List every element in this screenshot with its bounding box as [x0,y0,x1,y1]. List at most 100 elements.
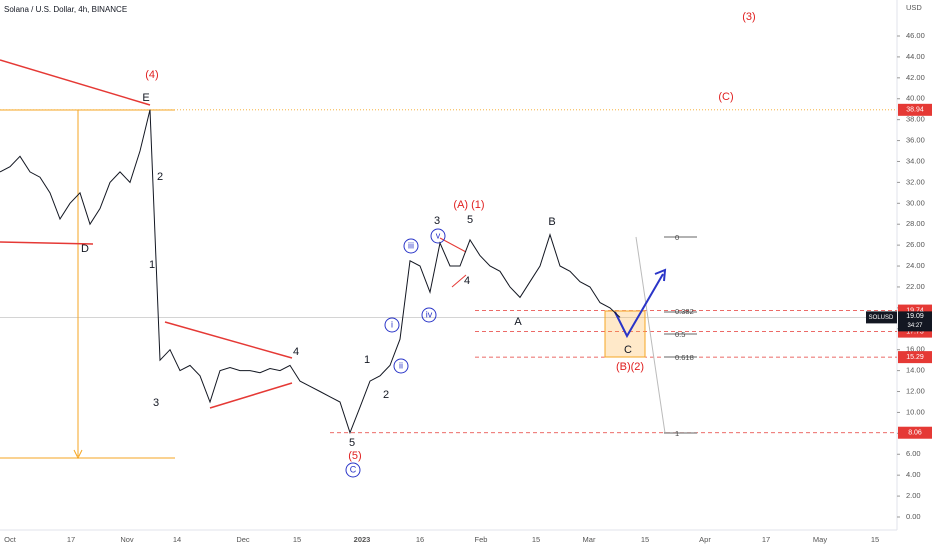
x-tick-label: Feb [475,535,488,544]
wave-label: B [548,216,555,228]
circle [403,238,419,254]
wave-label: 5 [467,214,473,226]
circled-label: C [350,464,357,474]
wave-label: 1 [149,259,155,271]
x-tick-label: 15 [293,535,301,544]
x-tick-label: May [813,535,827,544]
drawings [0,59,697,478]
y-tick-label: 34.00 [906,156,925,165]
wave-label: (5) [348,450,361,462]
y-tick-label: 40.00 [906,94,925,103]
x-tick-label: 15 [641,535,649,544]
wave-label: (4) [145,69,158,81]
x-tick-label: Nov [120,535,134,544]
y-tick-label: 4.00 [906,470,921,479]
price-tag-label: 15.29 [906,354,924,361]
price-tag-label: 8.06 [908,430,922,437]
x-tick-label: 15 [532,535,540,544]
x-tick-label: Mar [583,535,596,544]
fib-label: 0.382 [675,307,694,316]
y-tick-label: 28.00 [906,219,925,228]
trendline [439,237,467,253]
wave-label: 3 [434,215,440,227]
y-tick-label: 10.00 [906,407,925,416]
measure-arrowhead [73,449,83,460]
fib-label: 0.618 [675,353,694,362]
countdown-label: 34:27 [907,323,923,329]
price-tag [898,103,932,116]
x-tick-label: 15 [871,535,879,544]
fib-label: 0.5 [675,330,685,339]
circle [421,307,437,323]
trendline [451,274,467,288]
wave-label: 5 [349,437,355,449]
y-tick-label: 38.00 [906,115,925,124]
axis-unit: USD [906,3,922,12]
x-tick-label: Apr [699,535,711,544]
circled-label: i [391,319,393,329]
price-tag-label: 17.73 [906,328,924,335]
x-tick-label: 17 [762,535,770,544]
wave-label: 2 [157,171,163,183]
fib-label: 1 [675,429,679,438]
x-tick-label: Dec [236,535,250,544]
circle [430,228,446,244]
price-tag-label: 19.74 [906,307,924,314]
symbol-label: SOLUSD [869,315,894,321]
y-tick-label: 6.00 [906,449,921,458]
y-tick-label: 26.00 [906,240,925,249]
x-tick-label: 14 [173,535,181,544]
last-price-label: 19.09 [906,313,924,320]
chart-title: Solana / U.S. Dollar, 4h, BINANCE [4,5,127,14]
wave-label: C [624,344,632,356]
symbol-tag [866,311,897,324]
y-tick-label: 42.00 [906,73,925,82]
fib-trend [635,236,666,434]
y-tick-label: 24.00 [906,261,925,270]
y-tick-label: 0.00 [906,512,921,521]
wave-label: (3) [742,11,755,23]
circle [393,358,409,374]
x-tick-label: 2023 [354,535,371,544]
wave-label: (A) (1) [453,199,484,211]
fib-label: 0 [675,233,679,242]
wave-label: 3 [153,397,159,409]
circle [345,462,361,478]
y-tick-label: 2.00 [906,491,921,500]
last-price-tag [898,311,932,332]
y-tick-label: 46.00 [906,31,925,40]
circled-label: v [436,230,441,240]
projection-arrow [614,273,664,339]
y-tick-label: 30.00 [906,198,925,207]
wave-label: E [142,92,149,104]
x-tick-label: 17 [67,535,75,544]
price-tag [898,426,932,439]
price-tag-label: 38.94 [906,107,924,114]
wave-label: 1 [364,354,370,366]
projection-arrowhead [654,268,667,282]
y-tick-label: 12.00 [906,387,925,396]
trendline [164,321,293,359]
wave-label: 4 [293,346,299,358]
y-tick-label: 22.00 [906,282,925,291]
y-tick-label: 44.00 [906,52,925,61]
wave-label: (C) [718,91,733,103]
x-tick-label: 16 [416,535,424,544]
trendline [0,241,94,245]
price-line [0,109,621,435]
trendline [209,382,293,409]
wave-label: D [81,243,89,255]
circled-label: iii [408,240,414,250]
wave-label: 2 [383,389,389,401]
circle [384,317,400,333]
wave-label: A [514,316,522,328]
wave-label: (B)(2) [616,361,644,373]
y-tick-label: 36.00 [906,136,925,145]
x-tick-label: Oct [4,535,17,544]
circled-label: ii [399,360,403,370]
y-tick-label: 16.00 [906,345,925,354]
trendline [0,59,151,106]
y-tick-label: 14.00 [906,366,925,375]
price-tag [898,351,932,364]
